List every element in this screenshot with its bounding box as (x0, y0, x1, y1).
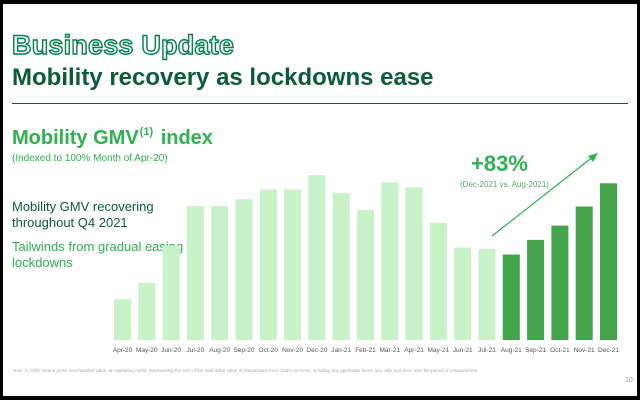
bar-may-20 (138, 283, 156, 340)
bar-oct-20 (259, 189, 277, 340)
growth-callout-label: (Dec-2021 vs. Aug-2021) (460, 180, 549, 189)
bottom-border (0, 396, 640, 400)
chart-title-suffix: index (160, 127, 213, 149)
bar-nov-20 (284, 189, 302, 340)
bar-may-21 (429, 222, 447, 340)
chart-title-main: Mobility GMV (12, 127, 139, 149)
x-tick-label: Oct-20 (259, 347, 279, 354)
x-tick-label: Aug-20 (209, 347, 230, 354)
x-tick-label: Mar-21 (380, 347, 401, 354)
bar-nov-21 (575, 206, 593, 340)
bar-apr-20 (114, 299, 131, 340)
x-tick-label: Aug-21 (501, 347, 522, 354)
chart-title-footnote-ref: (1) (139, 126, 154, 138)
bar-mar-21 (381, 182, 399, 340)
bar-aug-21 (502, 254, 520, 340)
bar-series (114, 175, 617, 340)
right-border (637, 0, 640, 400)
chart-index-note: (Indexed to 100% Month of Apr-20) (12, 153, 168, 164)
bar-sep-20 (235, 199, 253, 340)
x-tick-label: Oct-21 (550, 347, 570, 354)
x-tick-label: Sep-21 (525, 347, 546, 354)
x-tick-label: Jul-21 (478, 347, 496, 354)
bar-aug-20 (211, 206, 229, 340)
bar-jul-20 (186, 206, 204, 340)
x-tick-label: May-20 (136, 347, 158, 354)
bar-jun-21 (454, 247, 472, 340)
x-tick-label: Jan-21 (331, 347, 351, 354)
bar-jun-20 (162, 245, 180, 340)
x-tick-label: Sep-20 (234, 347, 255, 354)
bar-apr-21 (405, 187, 423, 340)
bar-jul-21 (478, 248, 496, 340)
x-tick-label: Feb-21 (355, 347, 376, 354)
x-tick-label: Dec-20 (306, 347, 327, 354)
x-tick-label: Apr-20 (113, 347, 133, 354)
x-tick-label: Jun-21 (453, 347, 473, 354)
header-divider (12, 103, 628, 104)
bar-dec-21 (600, 183, 617, 340)
footnote: Note: 1. GMV means gross merchandise val… (13, 368, 478, 373)
commentary-tailwinds: Tailwinds from gradual easing of lockdow… (12, 239, 198, 270)
growth-arrow-line (491, 155, 595, 237)
x-tick-label: Jun-20 (161, 347, 181, 354)
chart-title: Mobility GMV(1) index (12, 126, 213, 150)
x-tick-label: Apr-21 (404, 347, 424, 354)
commentary-recovering: Mobility GMV recovering throughout Q4 20… (12, 199, 154, 230)
bar-jan-21 (332, 193, 350, 340)
left-border (0, 0, 3, 400)
bar-dec-20 (308, 175, 326, 340)
page-number: 10 (625, 377, 633, 384)
x-tick-label: Jul-20 (187, 347, 205, 354)
top-border (0, 0, 640, 4)
x-tick-label: May-21 (428, 347, 450, 354)
x-axis-labels: Apr-20 May-20 Jun-20 Jul-20 Aug-20 Sep-20 Oct-… (113, 347, 620, 354)
bar-feb-21 (357, 209, 374, 340)
growth-arrow (491, 153, 598, 237)
x-tick-label: Dec-21 (598, 347, 619, 354)
slide-subtitle: Mobility recovery as lockdowns ease (12, 64, 434, 91)
bar-oct-21 (551, 225, 569, 340)
growth-arrow-head (588, 153, 598, 162)
x-tick-label: Nov-20 (282, 347, 303, 354)
x-tick-label: Nov-21 (574, 347, 595, 354)
slide-title: Business Update (11, 29, 235, 60)
bar-sep-21 (527, 239, 545, 340)
growth-callout-value: +83% (471, 151, 528, 176)
